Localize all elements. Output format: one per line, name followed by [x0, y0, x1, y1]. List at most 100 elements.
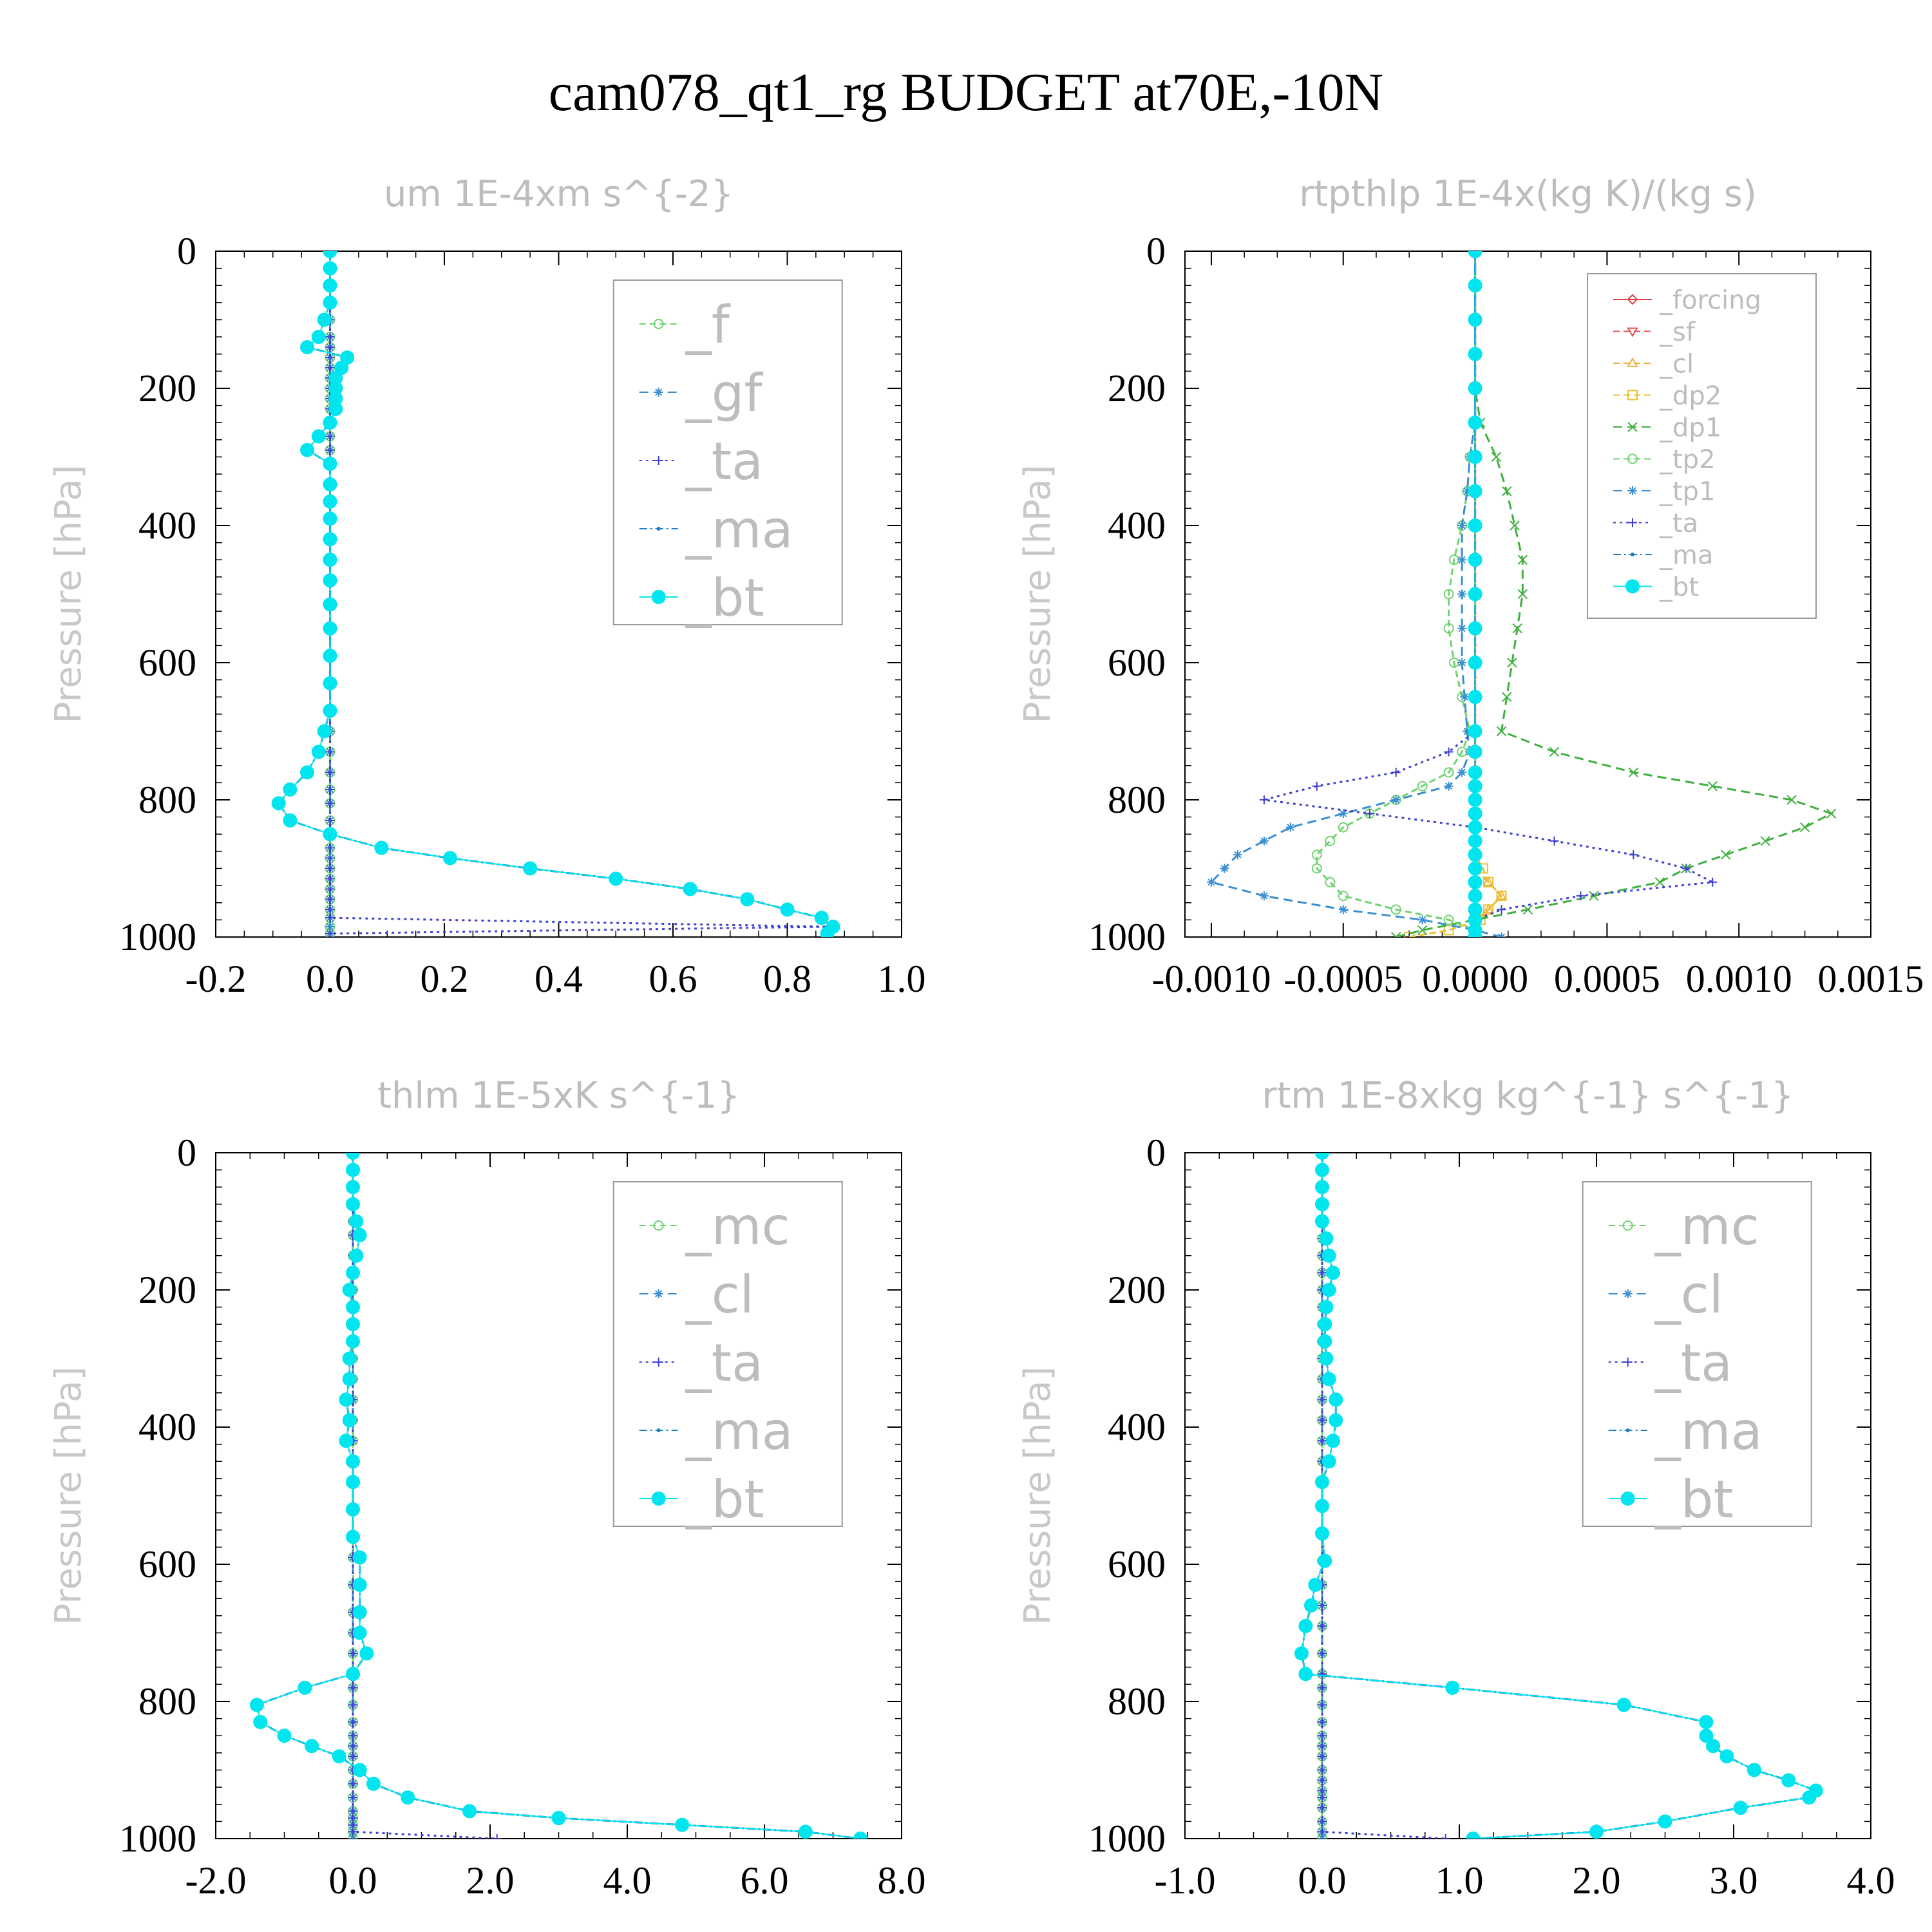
- data-point: [325, 913, 335, 923]
- data-point: [346, 1475, 360, 1490]
- data-point: [323, 494, 337, 509]
- data-point: [1457, 521, 1467, 530]
- panel-title: thlm 1E-5xK s^{-1}: [377, 1075, 740, 1117]
- legend-item-tp1: _tp1: [1613, 477, 1716, 506]
- data-point: [1443, 589, 1454, 600]
- y-tick-label: 600: [138, 1543, 196, 1586]
- data-point: [1517, 554, 1528, 565]
- series-line: [352, 1153, 497, 1839]
- data-point: [323, 676, 337, 690]
- legend-item-f: _f: [639, 295, 731, 355]
- legend-item-cl: _cl: [639, 1265, 754, 1325]
- legend-item-ta: _ta: [639, 1333, 763, 1393]
- y-tick-label: 0: [1146, 230, 1166, 272]
- data-point: [1318, 1741, 1327, 1751]
- data-point: [1445, 1680, 1460, 1695]
- data-point: [1315, 1499, 1329, 1513]
- data-point: [283, 782, 298, 797]
- legend-item-bt: _bt: [1613, 573, 1699, 602]
- data-point: [1468, 806, 1482, 821]
- data-point: [352, 1550, 367, 1565]
- data-point: [323, 251, 337, 258]
- data-point: [1463, 486, 1472, 496]
- data-point: [348, 1741, 357, 1751]
- x-tick-label: 0.0010: [1686, 958, 1792, 1000]
- data-point: [1443, 623, 1454, 634]
- data-point: [359, 1646, 374, 1661]
- data-point: [1318, 1717, 1327, 1727]
- data-point: [1311, 863, 1322, 874]
- data-point: [1517, 589, 1528, 600]
- data-point: [1781, 1773, 1796, 1788]
- x-tick-label: -0.2: [185, 958, 247, 1000]
- legend-marker: [654, 456, 663, 465]
- data-point: [1497, 933, 1506, 937]
- data-point: [1391, 768, 1401, 777]
- data-point: [1760, 836, 1770, 846]
- data-point: [300, 442, 314, 457]
- data-point: [346, 1180, 360, 1195]
- data-point: [1468, 724, 1482, 739]
- data-point: [1315, 1153, 1329, 1160]
- data-point: [1417, 781, 1428, 791]
- y-tick-label: 800: [138, 1680, 196, 1723]
- data-point: [325, 799, 335, 808]
- data-point: [1298, 1618, 1313, 1633]
- data-point: [271, 796, 286, 811]
- data-point: [1491, 451, 1502, 462]
- panel-title: rtm 1E-8xkg kg^{-1} s^{-1}: [1262, 1075, 1794, 1117]
- data-point: [1628, 767, 1639, 778]
- data-point: [323, 703, 337, 718]
- data-point: [1457, 623, 1467, 633]
- data-point: [342, 1372, 357, 1387]
- legend-label: _forcing: [1659, 285, 1761, 315]
- data-point: [1318, 1731, 1327, 1741]
- legend-label: _sf: [1659, 317, 1696, 347]
- data-point: [1468, 484, 1482, 498]
- legend-item-dp2: _dp2: [1613, 381, 1721, 411]
- data-point: [348, 1752, 357, 1761]
- y-ticks: 0 200 400 600 800 1000: [1088, 230, 1871, 958]
- legend-marker: [654, 388, 663, 397]
- data-point: [1321, 1248, 1336, 1263]
- data-point: [1329, 1413, 1343, 1428]
- legend-item-bt: _bt: [1608, 1470, 1734, 1530]
- data-point: [1468, 779, 1482, 793]
- data-point: [348, 1700, 357, 1710]
- series-ta: [348, 1153, 502, 1839]
- series-line: [1264, 251, 1716, 937]
- data-point: [1444, 781, 1454, 791]
- data-point: [339, 1392, 354, 1407]
- data-point: [1318, 1752, 1327, 1761]
- data-point: [523, 861, 538, 876]
- legend-box: [612, 1181, 843, 1527]
- legend-label: _mc: [1654, 1197, 1759, 1256]
- data-point: [1457, 555, 1467, 565]
- y-ticks: 0 200 400 600 800 1000: [1088, 1132, 1871, 1860]
- data-point: [1468, 930, 1482, 937]
- data-point: [1417, 925, 1428, 936]
- data-point: [1319, 1300, 1334, 1314]
- data-point: [317, 312, 332, 327]
- data-point: [1318, 1416, 1327, 1425]
- data-point: [1733, 1801, 1748, 1815]
- legend: _forcing_sf_cl_dp2_dp1 _tp2_tp1 _ta_ma _bt: [1587, 273, 1817, 619]
- data-point: [325, 768, 335, 777]
- data-point: [325, 785, 335, 795]
- data-point: [683, 882, 697, 896]
- data-point: [1457, 589, 1467, 599]
- data-point: [323, 553, 337, 567]
- data-point: [675, 1817, 690, 1832]
- data-point: [323, 573, 337, 588]
- data-point: [323, 295, 337, 310]
- data-point: [1233, 850, 1242, 860]
- data-point: [1318, 1827, 1327, 1837]
- data-point: [462, 1804, 477, 1819]
- data-point: [323, 415, 337, 430]
- y-tick-label: 800: [1108, 1680, 1166, 1723]
- data-point: [1468, 278, 1482, 293]
- legend-marker: [654, 1358, 663, 1367]
- data-point: [1457, 768, 1467, 777]
- legend-marker: [1627, 327, 1638, 337]
- y-tick-label: 200: [1108, 1269, 1166, 1311]
